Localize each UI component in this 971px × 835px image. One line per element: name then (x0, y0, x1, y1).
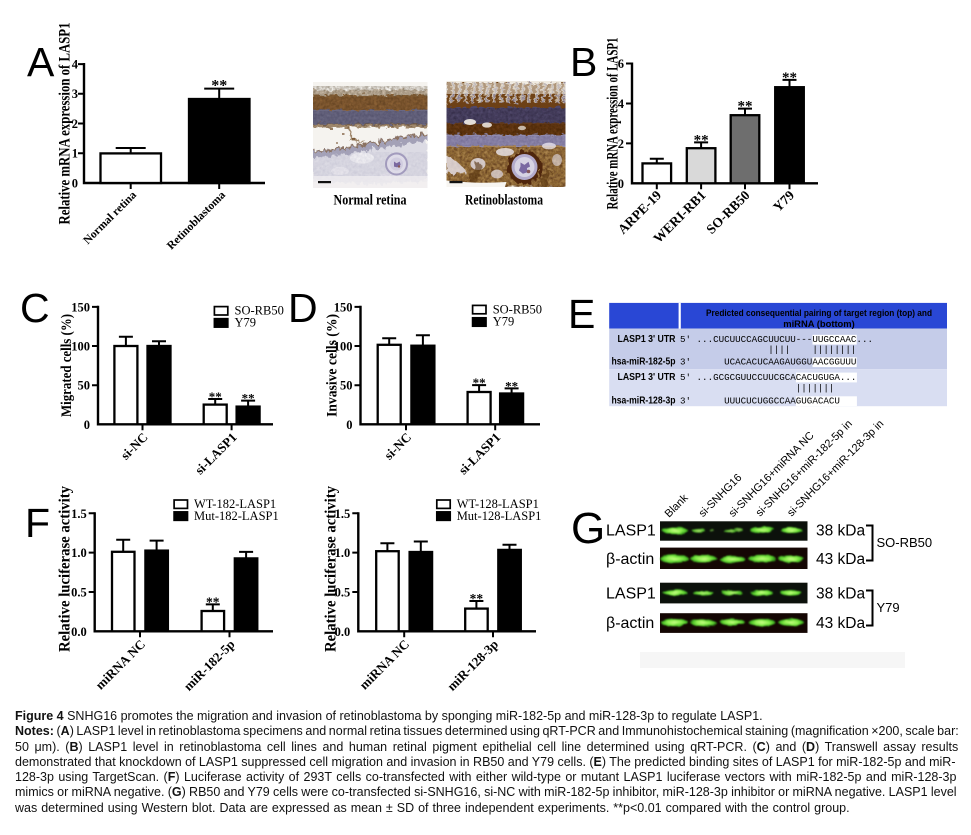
svg-text:**: ** (473, 375, 486, 390)
svg-text:Y79: Y79 (877, 600, 900, 615)
svg-text:Retinoblastoma: Retinoblastoma (165, 189, 228, 252)
svg-text:0.0: 0.0 (71, 625, 87, 639)
svg-text:LASP1 3' UTR: LASP1 3' UTR (618, 371, 676, 383)
svg-text:38 kDa: 38 kDa (816, 586, 865, 603)
svg-text:3: 3 (72, 87, 78, 101)
svg-text:Relative mRNA expression of LA: Relative mRNA expression of LASP1 (57, 23, 74, 225)
svg-text:1.5: 1.5 (71, 507, 87, 521)
svg-text:4: 4 (618, 97, 625, 111)
svg-text:1.0: 1.0 (335, 546, 351, 560)
svg-text:Relative luciferase activity: Relative luciferase activity (323, 486, 340, 652)
svg-text:**: ** (211, 78, 227, 95)
svg-text:100: 100 (334, 340, 353, 354)
svg-text:**: ** (738, 99, 753, 115)
svg-text:**: ** (782, 70, 797, 86)
svg-text:0.5: 0.5 (335, 586, 351, 600)
svg-text:Normal retina: Normal retina (334, 193, 407, 209)
svg-text:F: F (25, 500, 50, 546)
svg-text:C: C (20, 285, 50, 331)
svg-text:Y79: Y79 (235, 316, 257, 330)
svg-text:0.0: 0.0 (335, 625, 351, 639)
svg-text:0: 0 (84, 418, 90, 432)
svg-text:0: 0 (618, 177, 624, 191)
svg-text:Mut-182-LASP1: Mut-182-LASP1 (194, 509, 279, 523)
svg-text:miR-128-3p: miR-128-3p (444, 637, 501, 694)
svg-text:si-NC: si-NC (118, 430, 151, 463)
svg-text:3' UCACACUCAAGAUGGUAACGGU: 3' UCACACUCAAGAUGGUAACGGUUU (680, 357, 856, 368)
svg-text:**: ** (209, 389, 222, 404)
svg-text:5' ...GCGCGUUCCUUCGCACACUGUGA.: 5' ...GCGCGUUCCUUCGCACACUGUGA... (680, 372, 856, 383)
svg-text:Retinoblastoma: Retinoblastoma (465, 193, 543, 209)
svg-text:si-LASP1: si-LASP1 (192, 430, 240, 478)
svg-text:A: A (27, 39, 55, 85)
svg-text:LASP1 3' UTR: LASP1 3' UTR (618, 333, 676, 345)
svg-text:β-actin: β-actin (606, 551, 654, 568)
svg-text:100: 100 (71, 340, 90, 354)
svg-text:**: ** (694, 132, 709, 148)
svg-text:43 kDa: 43 kDa (816, 551, 865, 568)
svg-text:G: G (571, 504, 605, 553)
svg-text:5' ...CUCUUCCAGCUUCUU---UUGCCA: 5' ...CUCUUCCAGCUUCUU---UUGCCAAC... (680, 334, 873, 345)
svg-text:**: ** (206, 594, 220, 609)
svg-text:Y79: Y79 (770, 187, 797, 214)
svg-text:2: 2 (72, 117, 78, 131)
svg-text:0.5: 0.5 (71, 586, 87, 600)
svg-text:**: ** (470, 591, 484, 606)
svg-text:miRNA NC: miRNA NC (92, 637, 148, 693)
svg-text:SO-RB50: SO-RB50 (493, 302, 542, 316)
svg-text:150: 150 (71, 300, 90, 314)
svg-text:hsa-miR-182-5p: hsa-miR-182-5p (612, 356, 676, 368)
svg-text:miRNA NC: miRNA NC (356, 637, 412, 693)
svg-text:|||| ||||||||: |||| |||||||| (680, 344, 856, 355)
svg-text:si-NC: si-NC (381, 430, 414, 463)
svg-text:4: 4 (72, 57, 79, 71)
svg-text:6: 6 (618, 57, 624, 71)
svg-text:|||||||: ||||||| (680, 382, 834, 393)
svg-text:Normal retina: Normal retina (81, 189, 139, 247)
svg-text:SO-RB50: SO-RB50 (235, 304, 284, 318)
svg-text:**: ** (242, 391, 255, 406)
svg-text:1.0: 1.0 (71, 546, 87, 560)
svg-text:0: 0 (346, 418, 352, 432)
svg-text:0: 0 (72, 177, 78, 191)
svg-text:2: 2 (618, 137, 624, 151)
svg-text:Mut-128-LASP1: Mut-128-LASP1 (457, 509, 542, 523)
svg-text:B: B (570, 39, 597, 85)
svg-text:miRNA (bottom): miRNA (bottom) (783, 318, 855, 329)
svg-text:38 kDa: 38 kDa (816, 523, 865, 540)
svg-text:Relative luciferase activity: Relative luciferase activity (57, 486, 74, 652)
svg-text:**: ** (505, 378, 518, 393)
svg-text:miR-182-5p: miR-182-5p (181, 637, 238, 694)
svg-text:43 kDa: 43 kDa (816, 615, 865, 632)
svg-text:1.5: 1.5 (335, 507, 351, 521)
svg-text:LASP1: LASP1 (606, 523, 656, 540)
svg-text:50: 50 (340, 379, 353, 393)
svg-text:Blank: Blank (663, 492, 691, 520)
svg-text:SO-RB50: SO-RB50 (877, 535, 933, 550)
svg-text:50: 50 (78, 379, 91, 393)
svg-text:E: E (568, 291, 595, 337)
svg-text:hsa-miR-128-3p: hsa-miR-128-3p (612, 395, 676, 407)
svg-text:Invasive cells (%): Invasive cells (%) (325, 314, 341, 417)
svg-text:Relative mRNA expression of LA: Relative mRNA expression of LASP1 (605, 38, 622, 210)
svg-text:β-actin: β-actin (606, 615, 654, 632)
svg-text:150: 150 (334, 300, 353, 314)
svg-text:si-LASP1: si-LASP1 (455, 430, 503, 478)
svg-text:WT-128-LASP1: WT-128-LASP1 (457, 497, 539, 511)
svg-text:1: 1 (72, 147, 78, 161)
svg-text:D: D (288, 285, 318, 331)
svg-text:Y79: Y79 (493, 315, 515, 329)
svg-text:Migrated cells (%): Migrated cells (%) (59, 314, 75, 417)
svg-text:LASP1: LASP1 (606, 586, 656, 603)
svg-text:Predicted consequential pairin: Predicted consequential pairing of targe… (706, 307, 932, 318)
svg-text:SO-RB50: SO-RB50 (703, 187, 753, 237)
svg-text:3' UUUCUCUGGCCAAGUGACACU: 3' UUUCUCUGGCCAAGUGACACU (680, 396, 840, 407)
svg-text:WT-182-LASP1: WT-182-LASP1 (194, 497, 276, 511)
